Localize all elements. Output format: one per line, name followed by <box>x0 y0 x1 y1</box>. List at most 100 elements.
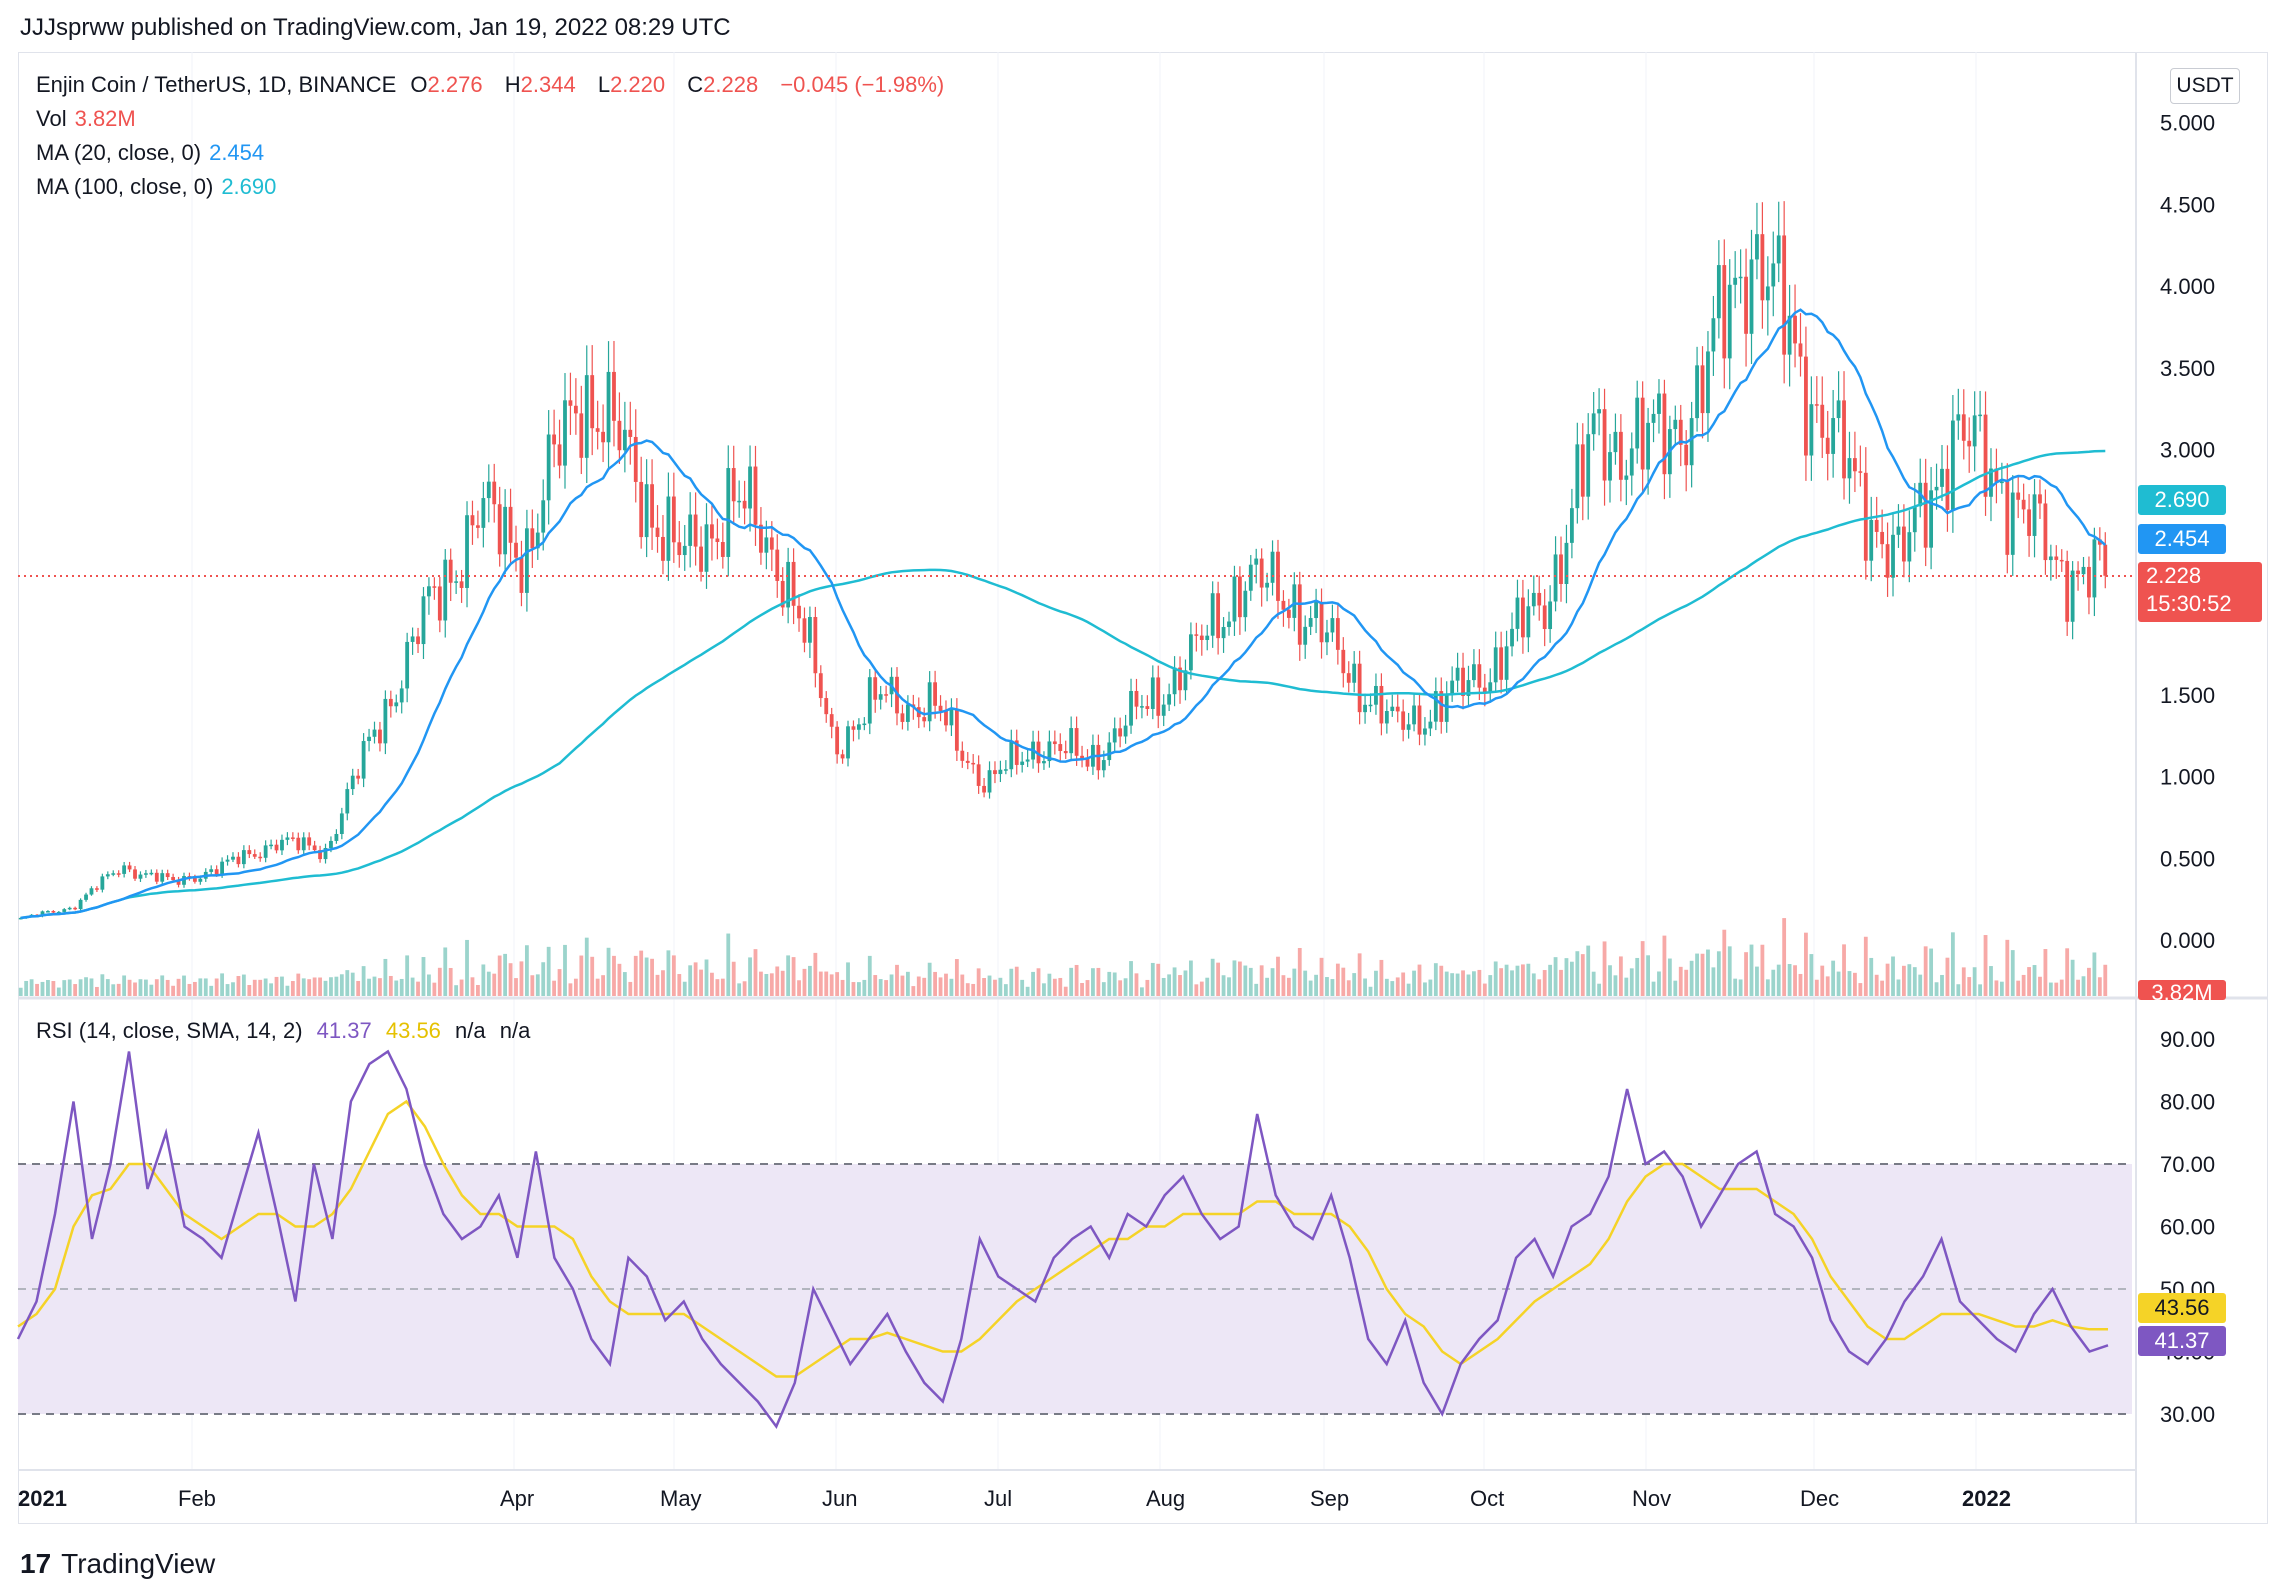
candle-body <box>1210 593 1215 636</box>
low-value: 2.220 <box>610 72 666 97</box>
volume-bar <box>2076 979 2080 996</box>
candle-body <box>1112 728 1117 743</box>
candle-body <box>432 586 437 588</box>
candle-body <box>1069 728 1074 754</box>
volume-bar <box>307 979 312 996</box>
rsi-value: 41.37 <box>316 1018 372 1043</box>
volume-bar <box>1863 936 1868 996</box>
volume-bar <box>1172 967 1177 996</box>
volume-bar <box>421 957 426 996</box>
tradingview-branding[interactable]: 17 TradingView <box>20 1548 215 1580</box>
volume-bar <box>873 975 878 996</box>
candle-body <box>1412 705 1416 725</box>
candle-body <box>1744 276 1748 334</box>
time-tick-label: Aug <box>1146 1486 1185 1511</box>
volume-bar <box>1537 979 1542 996</box>
volume-bar <box>378 978 382 996</box>
candle-body <box>786 561 791 608</box>
candle-body <box>704 524 709 572</box>
volume-bar <box>1150 962 1155 996</box>
volume-bar <box>2103 964 2108 996</box>
candle-body <box>410 636 415 642</box>
volume-bar <box>911 986 916 996</box>
candle-body <box>263 845 268 858</box>
volume-bar <box>840 979 845 996</box>
candle-body <box>1542 605 1547 630</box>
volume-bar <box>416 981 420 996</box>
price-tick-label: 3.500 <box>2160 356 2215 381</box>
volume-bar <box>1319 957 1324 996</box>
volume-bar <box>56 987 61 996</box>
volume-bar <box>622 972 627 996</box>
volume-bar <box>1335 963 1340 996</box>
volume-bar <box>704 959 709 996</box>
volume-bar <box>241 974 246 996</box>
volume-bar <box>231 982 235 996</box>
volume-bar <box>1804 932 1808 996</box>
volume-bar <box>1036 968 1041 996</box>
volume-bar <box>2005 939 2010 996</box>
currency-button[interactable]: USDT <box>2170 68 2240 104</box>
candle-body <box>856 724 861 730</box>
volume-bar <box>1395 977 1400 996</box>
candle-body <box>329 840 333 849</box>
candle-body <box>797 605 801 619</box>
volume-bar <box>862 979 867 996</box>
candle-body <box>1472 664 1476 681</box>
candle-body <box>95 888 99 890</box>
volume-bar <box>1390 981 1395 996</box>
volume-bar <box>769 973 774 996</box>
volume-bar <box>171 985 176 996</box>
candle-body <box>579 413 584 458</box>
candle-body <box>1167 694 1172 705</box>
candle-body <box>1205 635 1210 640</box>
candle-body <box>2059 559 2064 562</box>
volume-bar <box>1433 963 1438 996</box>
volume-bar <box>753 949 758 996</box>
volume-bar <box>1722 929 1727 996</box>
candle-body <box>1232 576 1237 622</box>
volume-bar <box>367 978 371 996</box>
candle-body <box>405 641 410 689</box>
close-value: 2.228 <box>703 72 759 97</box>
rsi-sma-value: 43.56 <box>385 1018 441 1043</box>
volume-bar <box>998 977 1003 996</box>
candle-body <box>731 468 736 502</box>
price-tick-label: 5.000 <box>2160 111 2215 136</box>
candle-series <box>18 201 2108 920</box>
volume-bar <box>1575 951 1580 996</box>
volume-bar <box>595 978 600 996</box>
volume-bar <box>2092 952 2097 996</box>
candle-body <box>1825 437 1830 454</box>
volume-bar <box>2054 982 2059 996</box>
candle-body <box>922 717 927 722</box>
candle-body <box>345 789 350 814</box>
candle-body <box>209 869 214 872</box>
candle-body <box>1281 600 1286 610</box>
candle-body <box>1259 558 1264 588</box>
candle-body <box>666 496 671 561</box>
volume-bar <box>1559 969 1563 996</box>
candle-body <box>133 869 137 879</box>
candle-body <box>1961 414 1966 441</box>
volume-bar <box>644 957 649 996</box>
volume-bar <box>1945 957 1950 996</box>
candle-body <box>1439 691 1444 722</box>
volume-bar <box>1755 966 1759 996</box>
volume-bar <box>1923 946 1928 996</box>
candle-body <box>2043 503 2048 561</box>
volume-bar <box>1918 974 1923 996</box>
volume-bar <box>1031 971 1035 996</box>
candle-body <box>1711 318 1716 352</box>
volume-bar <box>1080 983 1084 996</box>
candle-body <box>111 873 116 875</box>
ma20-legend: MA (20, close, 0) 2.454 <box>36 140 272 166</box>
candle-body <box>1548 601 1553 630</box>
volume-bar <box>176 978 181 996</box>
volume-bar <box>1749 944 1754 996</box>
rsi-tick-label: 70.00 <box>2160 1152 2215 1177</box>
volume-bar <box>1069 967 1074 996</box>
candle-body <box>628 429 633 437</box>
volume-bar <box>1934 982 1939 996</box>
